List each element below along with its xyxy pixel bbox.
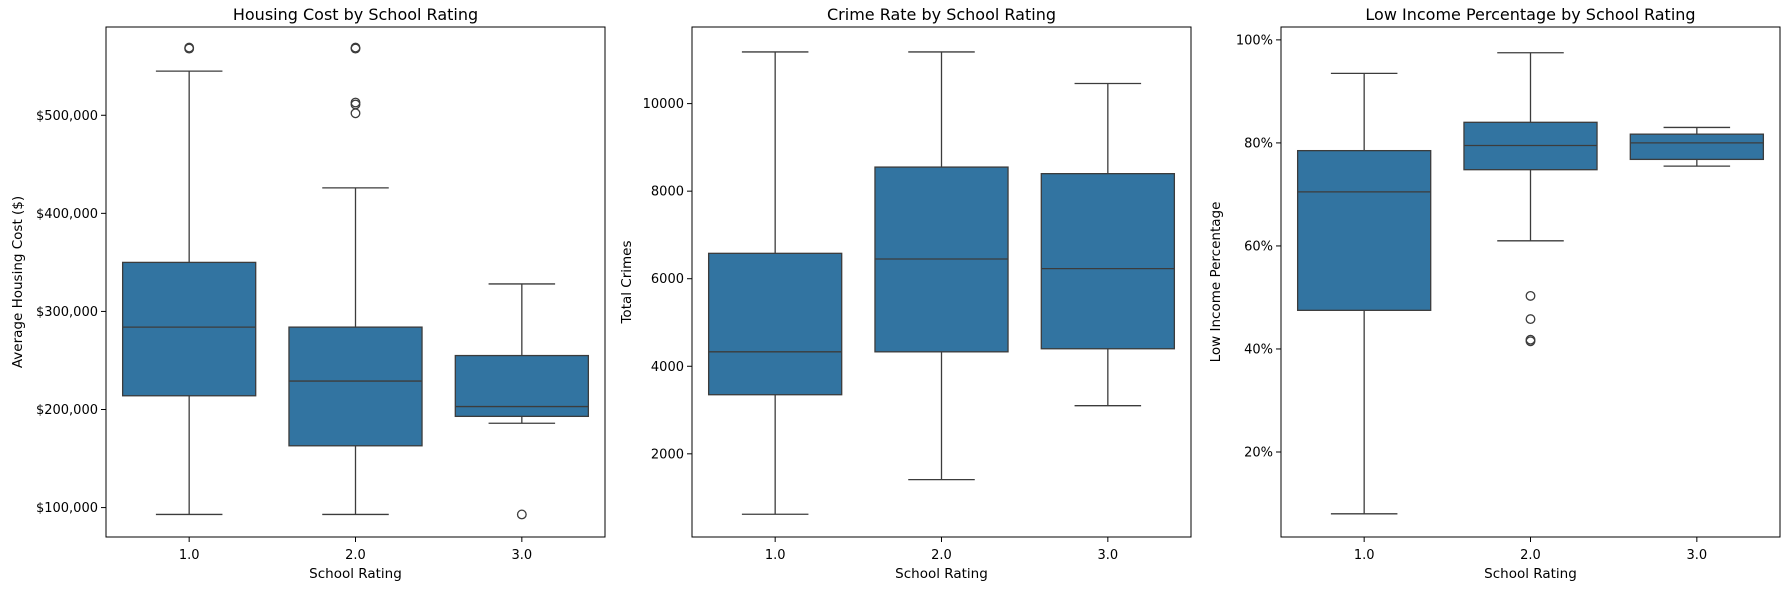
y-tick-label: 40%	[1244, 342, 1273, 357]
y-tick-label: $200,000	[36, 403, 98, 418]
outlier-point	[350, 42, 361, 53]
box-1.0	[707, 51, 843, 515]
outlier-point	[1525, 314, 1536, 325]
outlier-point	[1525, 336, 1536, 347]
y-tick-label: 100%	[1236, 33, 1273, 48]
x-tick-label: 1.0	[179, 548, 200, 563]
y-tick-label: 10000	[643, 97, 684, 112]
box-3.0	[1629, 126, 1765, 167]
chart-panel-2: Crime Rate by School Rating 2000 4000 6000 8…	[619, 5, 1192, 582]
box-2.0	[288, 42, 423, 516]
iqr-box	[121, 261, 257, 397]
outlier-point	[350, 99, 361, 110]
iqr-box	[288, 326, 423, 447]
y-tick-label: 8000	[651, 185, 684, 200]
box-2.0	[1463, 52, 1598, 347]
outlier-point	[1525, 290, 1536, 301]
chart-panel-3: Low Income Percentage by School Rating 20…	[1208, 5, 1781, 582]
x-tick-label: 1.0	[1354, 548, 1375, 563]
y-axis-label: Average Housing Cost ($)	[10, 196, 26, 368]
x-tick-label: 3.0	[511, 548, 532, 563]
y-tick-label: $500,000	[36, 109, 98, 124]
x-tick-label: 3.0	[1097, 548, 1118, 563]
iqr-box	[1296, 149, 1432, 311]
outlier-point	[516, 509, 527, 520]
iqr-box	[707, 252, 843, 396]
x-tick-label: 2.0	[345, 548, 366, 563]
x-tick-label: 2.0	[931, 548, 952, 563]
chart-panel-1: Housing Cost by School Rating $100,000 $20…	[10, 5, 606, 582]
box-3.0	[454, 283, 590, 520]
x-tick-label: 1.0	[765, 548, 786, 563]
y-tick-label: $400,000	[36, 207, 98, 222]
x-tick-label: 3.0	[1686, 548, 1707, 563]
chart-title: Low Income Percentage by School Rating	[1365, 5, 1695, 24]
x-axis-label: School Rating	[1484, 566, 1577, 582]
chart-title: Housing Cost by School Rating	[233, 5, 478, 24]
box-1.0	[1296, 72, 1432, 515]
box-3.0	[1040, 82, 1176, 407]
y-tick-label: $100,000	[36, 501, 98, 516]
y-axis-label: Low Income Percentage	[1208, 202, 1224, 363]
y-tick-label: 4000	[651, 360, 684, 375]
y-tick-label: $300,000	[36, 305, 98, 320]
iqr-box	[454, 354, 590, 418]
x-axis-label: School Rating	[309, 566, 402, 582]
outlier-point	[350, 97, 361, 108]
y-tick-label: 20%	[1244, 446, 1273, 461]
iqr-box	[1629, 133, 1765, 161]
chart-title: Crime Rate by School Rating	[827, 5, 1056, 24]
x-axis-label: School Rating	[895, 566, 988, 582]
outlier-point	[350, 108, 361, 119]
y-tick-label: 2000	[651, 447, 684, 462]
outlier-point	[184, 42, 195, 53]
x-tick-label: 2.0	[1520, 548, 1541, 563]
y-axis-label: Total Crimes	[619, 240, 635, 324]
box-2.0	[874, 51, 1009, 481]
box-1.0	[121, 42, 257, 516]
y-tick-label: 60%	[1244, 239, 1273, 254]
y-tick-label: 80%	[1244, 136, 1273, 151]
y-tick-label: 6000	[651, 272, 684, 287]
iqr-box	[1040, 173, 1176, 350]
